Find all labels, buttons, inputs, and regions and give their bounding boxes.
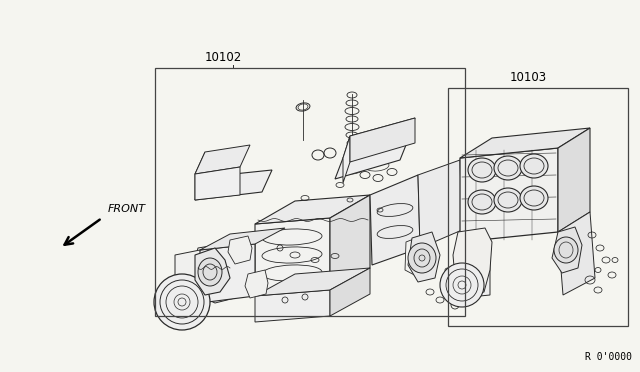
- Polygon shape: [255, 218, 330, 296]
- Ellipse shape: [198, 258, 222, 286]
- Bar: [448, 88, 628, 326]
- Polygon shape: [195, 167, 240, 200]
- Ellipse shape: [520, 186, 548, 210]
- Bar: [155, 68, 465, 316]
- Text: 10102: 10102: [205, 51, 243, 64]
- Polygon shape: [558, 128, 590, 232]
- Text: R 0'0000: R 0'0000: [585, 352, 632, 362]
- Polygon shape: [418, 160, 462, 248]
- Polygon shape: [255, 290, 330, 322]
- Ellipse shape: [520, 154, 548, 178]
- Polygon shape: [460, 238, 490, 298]
- Ellipse shape: [494, 188, 522, 212]
- Polygon shape: [200, 228, 285, 250]
- Polygon shape: [175, 250, 205, 300]
- Ellipse shape: [408, 243, 436, 273]
- Polygon shape: [460, 128, 590, 158]
- Ellipse shape: [440, 263, 484, 307]
- Polygon shape: [343, 136, 350, 183]
- Polygon shape: [195, 248, 230, 295]
- Polygon shape: [330, 195, 370, 290]
- Ellipse shape: [494, 156, 522, 180]
- Polygon shape: [255, 195, 370, 224]
- Polygon shape: [195, 145, 250, 174]
- Polygon shape: [245, 270, 268, 298]
- Polygon shape: [552, 227, 582, 273]
- Ellipse shape: [468, 158, 496, 182]
- Polygon shape: [350, 118, 415, 162]
- Polygon shape: [200, 244, 255, 303]
- Polygon shape: [558, 212, 595, 295]
- Polygon shape: [370, 175, 420, 265]
- Ellipse shape: [468, 190, 496, 214]
- Polygon shape: [192, 243, 240, 303]
- Text: 10103: 10103: [510, 71, 547, 84]
- Polygon shape: [408, 232, 440, 282]
- Polygon shape: [330, 268, 370, 316]
- Polygon shape: [453, 228, 492, 295]
- Polygon shape: [255, 268, 370, 296]
- Ellipse shape: [554, 237, 578, 263]
- Polygon shape: [195, 170, 272, 200]
- Polygon shape: [228, 236, 252, 264]
- Text: FRONT: FRONT: [108, 204, 146, 214]
- Polygon shape: [335, 140, 408, 179]
- Ellipse shape: [154, 274, 210, 330]
- Polygon shape: [460, 148, 558, 242]
- Polygon shape: [343, 118, 415, 158]
- Polygon shape: [195, 152, 205, 200]
- Polygon shape: [405, 235, 435, 278]
